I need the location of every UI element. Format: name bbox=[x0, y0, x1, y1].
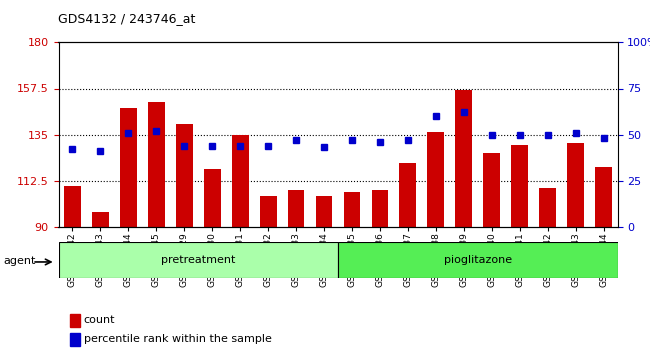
Text: pioglitazone: pioglitazone bbox=[444, 255, 512, 265]
Bar bbox=[344, 192, 360, 354]
Bar bbox=[64, 185, 81, 354]
Bar bbox=[428, 132, 444, 354]
FancyBboxPatch shape bbox=[338, 242, 618, 278]
Bar bbox=[567, 143, 584, 354]
Bar bbox=[512, 145, 528, 354]
Bar bbox=[400, 163, 416, 354]
Bar bbox=[540, 188, 556, 354]
Bar bbox=[484, 153, 500, 354]
Bar bbox=[70, 314, 80, 327]
Text: GDS4132 / 243746_at: GDS4132 / 243746_at bbox=[58, 12, 196, 25]
FancyBboxPatch shape bbox=[58, 242, 338, 278]
Bar bbox=[204, 169, 220, 354]
Bar bbox=[316, 196, 332, 354]
Bar bbox=[92, 212, 109, 354]
Text: count: count bbox=[84, 315, 115, 325]
Bar bbox=[232, 135, 248, 354]
Bar bbox=[456, 90, 472, 354]
Text: pretreatment: pretreatment bbox=[161, 255, 235, 265]
Bar bbox=[70, 333, 80, 346]
Bar bbox=[288, 190, 304, 354]
Bar bbox=[260, 196, 276, 354]
Bar bbox=[595, 167, 612, 354]
Bar bbox=[120, 108, 136, 354]
Bar bbox=[372, 190, 388, 354]
Text: agent: agent bbox=[3, 256, 36, 266]
Bar bbox=[148, 102, 164, 354]
Bar bbox=[176, 124, 192, 354]
Text: percentile rank within the sample: percentile rank within the sample bbox=[84, 334, 272, 344]
